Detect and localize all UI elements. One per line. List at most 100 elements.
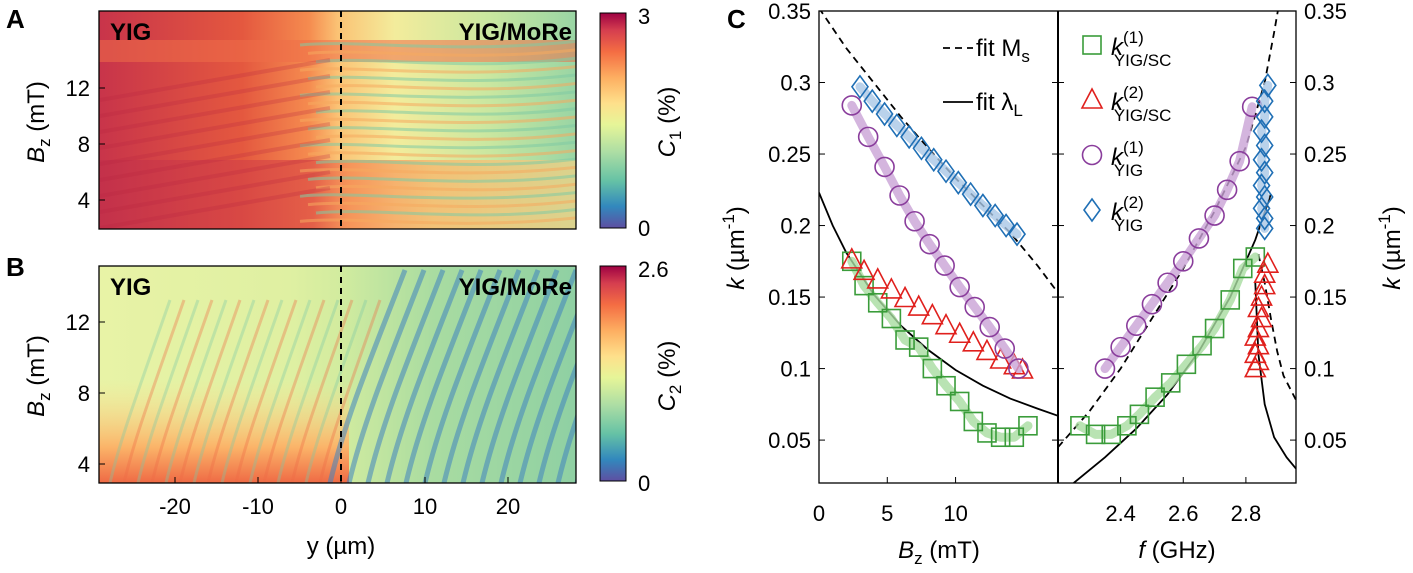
c-right-point-blue xyxy=(1255,88,1274,114)
panel-label-a: A xyxy=(6,4,25,34)
panel-label-b: B xyxy=(6,252,25,282)
heatmap-b-stripe xyxy=(192,299,256,483)
c-left-point-red xyxy=(934,312,958,335)
c-right-point-green xyxy=(1192,335,1212,356)
legend-marker-purple xyxy=(1081,144,1103,166)
c-right-point-green xyxy=(1145,387,1165,407)
region-label-yig-a: YIG xyxy=(110,19,151,46)
x-tick-b-10: 10 xyxy=(413,494,437,519)
c-left-point-green xyxy=(854,275,874,296)
c-right-point-purple xyxy=(1216,179,1238,201)
legend-k2-yig-label: k(2) YIG xyxy=(1111,193,1144,235)
legend-fit-lambda-label: fit λL xyxy=(976,89,1023,120)
heatmap-b-stripe xyxy=(422,269,503,483)
c-left-point-red xyxy=(962,330,985,352)
c-right-y-tick-label: 0.1 xyxy=(1304,357,1335,382)
c-right-point-green xyxy=(1129,404,1150,425)
c-left-fit-curves xyxy=(819,11,1058,417)
c-left-point-blue xyxy=(912,135,931,161)
c-left-point-blue xyxy=(900,124,919,150)
x-tick-b-20: 20 xyxy=(496,494,520,519)
c-right-point-purple xyxy=(1229,150,1250,172)
c-right-point-purple xyxy=(1094,358,1116,379)
c-left-point-purple xyxy=(934,255,955,276)
c-left-point-blue xyxy=(875,101,894,127)
c-left-point-red xyxy=(921,302,944,325)
c-right-x-axis-label: f (GHz) xyxy=(1138,537,1215,564)
heatmap-b-stripe xyxy=(536,360,576,483)
heatmap-b-stripe xyxy=(384,269,465,483)
legend-marker-red xyxy=(1080,87,1104,109)
heatmap-b-stripe xyxy=(498,269,576,483)
legend-k1-yig-label: k(1) YIG xyxy=(1111,138,1144,180)
c-left-y-tick-label: 0.25 xyxy=(768,142,811,167)
heatmap-b xyxy=(99,266,576,483)
heatmap-b-stripe xyxy=(164,299,228,483)
c-right-trend-band xyxy=(1075,252,1260,439)
c-left-point-blue xyxy=(887,113,906,138)
c-left-point-purple xyxy=(949,276,970,298)
heatmap-a-stripe xyxy=(315,182,576,192)
heatmap-a-stripe xyxy=(307,73,576,82)
heatmap-b-stripe xyxy=(441,269,522,483)
c-right-point-red xyxy=(1243,324,1267,346)
c-left-point-blue xyxy=(863,88,882,114)
c-left-point-blue xyxy=(850,74,869,100)
colorbar-b-min: 0 xyxy=(638,471,650,496)
heatmap-a-stripe xyxy=(99,74,331,118)
c-left-point-purple xyxy=(874,156,895,178)
heatmap-a-stripe xyxy=(299,216,576,225)
c-left-point-green xyxy=(908,337,929,357)
c-right-x-tick-label: 2.6 xyxy=(1168,501,1199,526)
c-left-point-blue xyxy=(986,203,1005,228)
c-left-point-green xyxy=(936,375,956,396)
c-right-point-red xyxy=(1247,332,1270,355)
y-axis-label-a: Bz (mT) xyxy=(23,81,54,163)
c-right-point-red xyxy=(1256,251,1280,273)
heatmap-a-stripe xyxy=(307,123,576,133)
c-right-point-green xyxy=(1204,318,1225,339)
c-left-point-purple xyxy=(979,316,1001,338)
legend-k2-yigsc-label: k(2) YIG/SC xyxy=(1111,83,1171,125)
c-left-x-tick-label: 10 xyxy=(943,501,967,526)
y-axis-label-b: Bz (mT) xyxy=(23,335,54,417)
x-tick-b-m20: -20 xyxy=(159,494,191,519)
c-left-point-green xyxy=(895,330,915,350)
c-right-point-green xyxy=(1176,354,1197,375)
c-left-point-blue xyxy=(924,147,943,173)
heatmap-b-stripe xyxy=(276,299,340,483)
c-right-point-blue xyxy=(1255,216,1274,241)
y-tick-a-8: 8 xyxy=(78,132,90,157)
c-right-point-blue xyxy=(1255,133,1274,158)
c-left-data-marks xyxy=(840,74,1038,448)
heatmap-a-stripe xyxy=(307,149,576,158)
heatmap-b-stripe xyxy=(234,299,298,483)
heatmap-b-stripe xyxy=(262,299,326,483)
c-right-fit-curves xyxy=(1058,11,1296,483)
panel-c: C 0.05 0.050.1 0.10.15 0.150.2 0.20.25 0.250.… xyxy=(719,0,1406,568)
region-label-yig-b: YIG xyxy=(110,274,151,301)
c-left-trend-band xyxy=(847,100,1023,374)
heatmap-a-stripe xyxy=(307,174,576,183)
c-right-point-purple xyxy=(1188,228,1210,249)
heatmap-a-stripe xyxy=(307,199,576,208)
x-tick-b-0: 0 xyxy=(335,494,347,519)
c-left-x-axis-label: Bz (mT) xyxy=(898,537,980,568)
fit-ms-curve-right-upper xyxy=(1058,11,1279,448)
c-left-point-green xyxy=(1018,415,1038,436)
c-right-y-tick-label: 0.05 xyxy=(1304,428,1347,453)
c-axis-ticks: 0.05 0.05 0.1 0.1 0.15 0.15 0.2 0.2 0.25 0.25 0.3 0… xyxy=(768,0,1347,526)
heatmap-a-stripe xyxy=(99,58,331,102)
c-left-point-blue xyxy=(997,213,1016,238)
c-left-point-green xyxy=(922,358,943,379)
c-right-point-blue xyxy=(1252,118,1271,144)
c-left-point-green xyxy=(841,251,862,272)
c-left-point-red xyxy=(948,321,971,344)
heatmap-a xyxy=(99,11,576,229)
c-right-point-blue xyxy=(1258,73,1277,98)
c-left-y-tick-label: 0.3 xyxy=(780,71,811,96)
c-left-point-purple xyxy=(904,210,925,232)
c-left-point-red xyxy=(880,277,903,299)
c-left-point-blue xyxy=(949,170,968,195)
c-left-point-green xyxy=(977,423,997,443)
